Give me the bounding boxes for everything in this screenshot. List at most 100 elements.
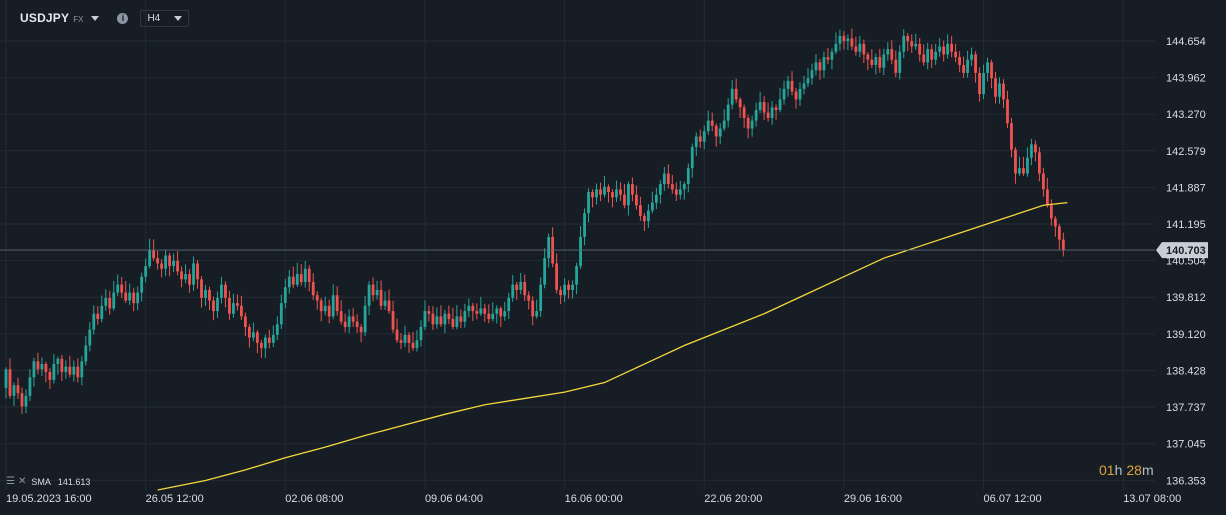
candle-body (363, 305, 367, 333)
candle-body (471, 305, 475, 312)
info-icon[interactable]: i (117, 12, 129, 24)
candle-body (1061, 239, 1065, 251)
candle-body (515, 284, 519, 290)
candle-body (447, 313, 451, 320)
candle-body (587, 192, 590, 214)
candle-body (730, 88, 734, 105)
x-tick-label: 16.06 00:00 (565, 493, 623, 505)
candle-body (299, 274, 303, 282)
candle-body (275, 324, 279, 335)
candle-body (188, 274, 191, 285)
candle-body (702, 131, 706, 142)
candle-body (750, 120, 754, 129)
symbol-dropdown-chevron-down-icon[interactable] (91, 15, 100, 21)
close-icon[interactable]: ✕ (17, 476, 27, 487)
candle-body (331, 295, 335, 317)
candle-body (523, 281, 527, 296)
candle-body (834, 43, 838, 52)
candle-body (259, 342, 263, 349)
candle-body (1049, 205, 1053, 219)
candle-body (48, 371, 52, 380)
candle-body (842, 35, 846, 42)
candle-body (922, 54, 926, 63)
candle-body (255, 332, 259, 343)
timeframe-select[interactable]: H4 (140, 9, 190, 27)
candle-body (643, 215, 646, 222)
candle-body (666, 173, 670, 185)
candle-body (531, 300, 535, 317)
candle-body (874, 57, 878, 65)
candle-body (706, 120, 710, 132)
candle-body (379, 289, 383, 306)
candle-body (220, 284, 223, 298)
candle-body (746, 117, 750, 129)
candle-body (387, 300, 391, 312)
candle-body (658, 184, 662, 195)
candle-body (224, 284, 227, 298)
candle-body (830, 51, 834, 60)
candle-body (774, 107, 778, 110)
candle-body (8, 369, 12, 396)
candle-body (670, 184, 674, 190)
candle-body (858, 43, 862, 52)
candle-body (124, 292, 128, 301)
candle-body (854, 46, 858, 52)
candle-body (635, 194, 638, 206)
timeframe-label: H4 (147, 12, 161, 24)
candle-body (615, 189, 618, 198)
candle-body (631, 184, 634, 195)
candle-body (355, 321, 359, 327)
candle-body (343, 321, 347, 327)
candle-body (96, 313, 100, 320)
settings-icon[interactable]: ☰ (6, 476, 15, 487)
candle-body (431, 313, 435, 325)
current-price-label: 140.703 (1166, 245, 1206, 257)
candle-body (132, 292, 136, 304)
candle-body (930, 49, 934, 60)
market-label: FX (73, 15, 84, 24)
candle-body (112, 292, 116, 309)
countdown-minutes-unit: m (1141, 462, 1154, 478)
candle-body (136, 292, 140, 304)
indicator-legend: ☰ ✕ SMA 141.613 (6, 476, 90, 487)
candle-body (694, 136, 698, 148)
candle-body (543, 258, 547, 285)
candle-body (678, 189, 682, 195)
candle-body (367, 284, 371, 306)
candle-body (168, 255, 171, 267)
candle-body (623, 194, 626, 206)
candle-body (399, 340, 403, 343)
y-tick-label: 143.270 (1166, 109, 1206, 121)
candle-body (986, 62, 989, 73)
x-tick-label: 09.06 04:00 (425, 493, 483, 505)
candle-body (244, 316, 247, 327)
candle-body (579, 237, 582, 267)
candle-body (499, 308, 503, 317)
candle-body (216, 297, 219, 312)
candle-body (319, 300, 323, 312)
candle-body (56, 358, 60, 365)
candle-body (559, 289, 563, 296)
candle-body (271, 334, 275, 343)
candle-body (172, 260, 175, 267)
candle-body (359, 326, 363, 333)
candle-body (571, 284, 574, 290)
candle-body (575, 266, 578, 285)
candle-body (806, 78, 810, 84)
candle-body (710, 120, 714, 126)
candle-body (998, 83, 1001, 97)
candle-body (778, 99, 782, 110)
candle-body (535, 311, 539, 317)
candle-body (982, 72, 985, 95)
candle-body (674, 189, 678, 195)
countdown-minutes: 28 (1126, 462, 1142, 478)
symbol-label[interactable]: USDJPY (20, 11, 70, 25)
candle-body (156, 258, 160, 264)
candle-body (503, 311, 507, 317)
candle-body (914, 43, 918, 47)
candle-body (463, 311, 467, 322)
candle-body (251, 332, 255, 338)
candle-body (1018, 168, 1021, 174)
candle-body (942, 46, 946, 55)
